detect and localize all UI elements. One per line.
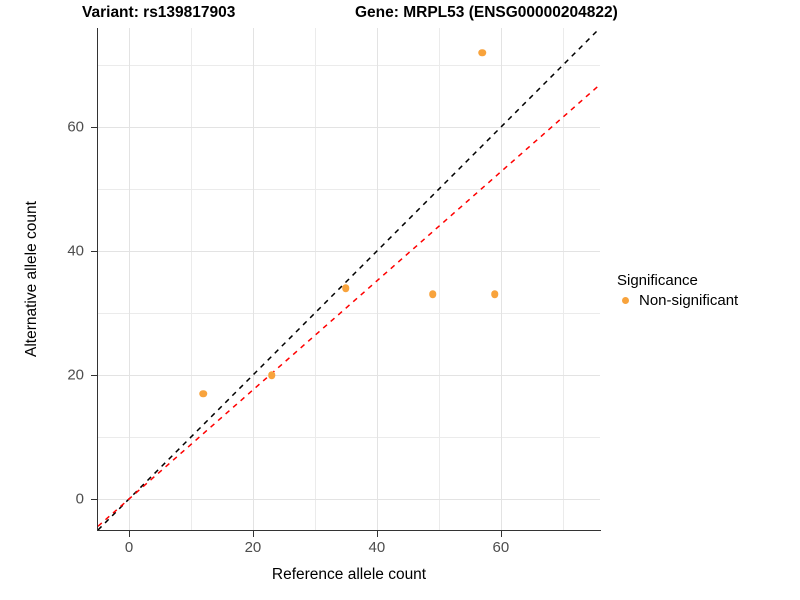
data-point[interactable] bbox=[267, 371, 276, 379]
data-point[interactable] bbox=[428, 290, 437, 299]
gridline-horizontal bbox=[98, 189, 600, 191]
x-axis-tick-label: 0 bbox=[124, 539, 134, 556]
x-axis-tick bbox=[500, 531, 503, 537]
gridline-horizontal bbox=[98, 251, 600, 253]
reference-line-fit bbox=[97, 83, 601, 527]
legend: Significance Non-significant bbox=[617, 272, 738, 309]
gridline-horizontal bbox=[98, 437, 600, 439]
chart-title-row: Variant: rs139817903 Gene: MRPL53 (ENSG0… bbox=[0, 0, 800, 30]
gridline-horizontal bbox=[98, 499, 600, 500]
data-point[interactable] bbox=[199, 389, 208, 398]
gridline-vertical bbox=[314, 28, 316, 530]
reference-line-identity bbox=[97, 27, 601, 531]
y-axis-tick-label: 40 bbox=[67, 242, 84, 260]
gridline-vertical bbox=[500, 28, 502, 530]
data-point[interactable] bbox=[478, 49, 486, 57]
y-axis-tick bbox=[91, 375, 97, 377]
gridline-vertical bbox=[376, 28, 378, 530]
legend-entries: Non-significant bbox=[617, 292, 738, 309]
gridline-horizontal bbox=[98, 375, 600, 377]
x-axis-tick bbox=[376, 531, 379, 537]
y-axis-title: Alternative allele count bbox=[23, 201, 40, 357]
gridline-vertical bbox=[438, 28, 440, 530]
gridline-vertical bbox=[562, 28, 564, 530]
y-axis-tick bbox=[91, 127, 97, 129]
gridline-vertical bbox=[252, 28, 254, 530]
y-axis-tick bbox=[91, 251, 97, 253]
x-axis-title: Reference allele count bbox=[271, 566, 427, 583]
x-axis-tick-label: 60 bbox=[492, 539, 510, 556]
x-axis-tick bbox=[252, 531, 255, 537]
variant-title: Variant: rs139817903 bbox=[82, 4, 236, 21]
legend-item[interactable]: Non-significant bbox=[617, 292, 738, 309]
data-point[interactable] bbox=[490, 290, 499, 299]
y-axis-tick-label: 20 bbox=[67, 366, 84, 384]
gene-title: Gene: MRPL53 (ENSG00000204822) bbox=[355, 4, 618, 21]
gridline-vertical bbox=[128, 28, 130, 530]
reference-lines-layer bbox=[97, 27, 601, 531]
y-axis-tick-label: 60 bbox=[67, 118, 84, 136]
y-axis-tick-label: 0 bbox=[75, 490, 84, 508]
plot-panel bbox=[97, 27, 601, 531]
gridline-horizontal bbox=[98, 127, 600, 129]
gridline-horizontal bbox=[98, 65, 600, 67]
x-axis-tick-label: 20 bbox=[244, 539, 262, 556]
y-axis-line bbox=[97, 28, 99, 531]
gridline-vertical bbox=[190, 28, 192, 530]
legend-dot bbox=[621, 296, 630, 305]
gridline-horizontal bbox=[98, 313, 600, 315]
legend-marker-circle-icon bbox=[617, 292, 634, 309]
legend-title: Significance bbox=[617, 272, 698, 289]
x-axis-tick-label: 40 bbox=[368, 539, 386, 556]
x-axis-line bbox=[97, 530, 601, 532]
legend-item-label: Non-significant bbox=[639, 292, 739, 309]
data-point[interactable] bbox=[342, 284, 350, 293]
y-axis-tick bbox=[91, 499, 97, 501]
x-axis-tick bbox=[128, 531, 131, 537]
